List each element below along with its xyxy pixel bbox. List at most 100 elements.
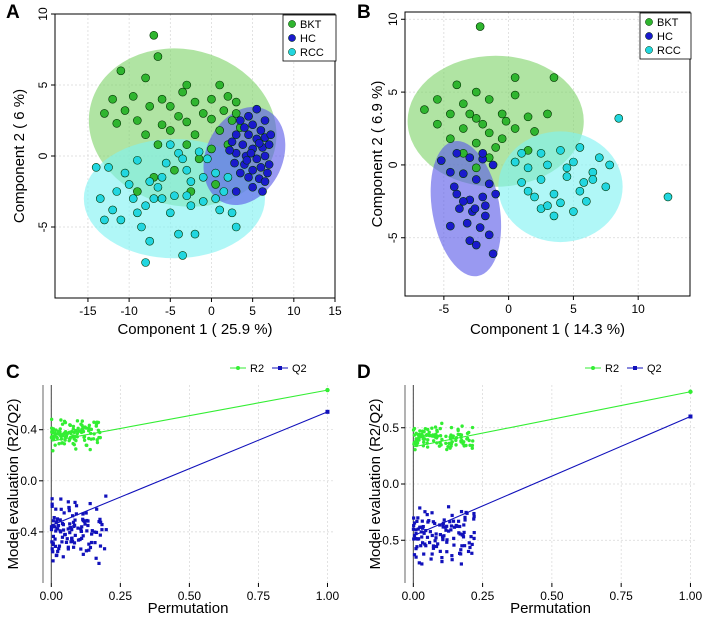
legend-label-bkt: BKT [657, 17, 679, 29]
panel-b: B -5 0 5 10 -5 0 5 10 Component 1 ( 14.3 %) Compon… [357, 2, 692, 338]
data-point-q2 [53, 537, 57, 541]
x-tick-label: 10 [632, 302, 646, 316]
data-point-r2 [81, 426, 85, 430]
data-point-q2 [54, 529, 58, 533]
data-point-hc [475, 223, 485, 232]
plot-area [411, 385, 693, 583]
data-point-rcc [141, 258, 150, 267]
data-point-rcc [582, 197, 591, 206]
data-point-bkt [182, 80, 192, 90]
data-point-q2 [430, 511, 434, 515]
data-point-q2 [431, 520, 435, 524]
data-point-hc [452, 189, 462, 199]
data-point-hc [264, 160, 274, 169]
data-point-bkt [484, 128, 494, 138]
data-point-hc [471, 175, 481, 184]
data-point-bkt [497, 134, 507, 144]
data-point-q2 [89, 540, 94, 545]
data-point-q2 [412, 537, 416, 541]
data-point-q2 [414, 531, 418, 536]
data-point-r2 [439, 443, 443, 447]
final-point-r2 [688, 389, 693, 394]
data-point-bkt [471, 163, 481, 173]
data-point-hc [465, 236, 475, 245]
data-point-q2 [87, 542, 91, 546]
data-point-bkt [198, 109, 208, 118]
data-point-bkt [446, 109, 455, 119]
data-point-hc [252, 104, 262, 114]
data-point-q2 [414, 555, 418, 559]
y-axis-label: Model evaluation (R2/Q2) [367, 399, 384, 570]
data-point-r2 [49, 426, 54, 430]
data-point-q2 [415, 519, 419, 523]
data-point-hc [260, 177, 270, 186]
legend: R2 Q2 [585, 363, 662, 375]
data-point-q2 [466, 549, 471, 554]
data-point-r2 [87, 436, 91, 441]
y-tick-label: 0 [386, 161, 400, 168]
data-point-rcc [203, 154, 212, 164]
data-point-r2 [92, 420, 96, 424]
x-tick-label: 0.50 [178, 589, 202, 603]
data-point-rcc [104, 163, 113, 172]
data-point-q2 [81, 517, 85, 521]
legend-marker-q2 [633, 366, 637, 370]
data-point-q2 [429, 557, 433, 561]
data-point-bkt [157, 94, 167, 104]
data-point-q2 [104, 494, 108, 498]
legend-marker-r2 [236, 366, 240, 370]
data-point-q2 [55, 519, 59, 523]
data-point-q2 [463, 515, 467, 520]
data-point-q2 [416, 537, 420, 541]
data-point-hc [446, 221, 455, 231]
data-point-r2 [80, 419, 85, 423]
legend-label-r2: R2 [250, 363, 264, 375]
plot-area [407, 22, 673, 277]
x-tick-label: 0.50 [540, 589, 564, 603]
data-point-hc [248, 165, 257, 175]
regression-line-r2 [413, 391, 691, 448]
data-point-q2 [84, 511, 88, 515]
data-point-bkt [174, 111, 183, 121]
data-point-bkt [497, 109, 507, 119]
data-point-rcc [95, 194, 105, 203]
data-point-q2 [72, 541, 77, 545]
data-point-bkt [116, 66, 126, 76]
data-point-q2 [90, 532, 94, 536]
data-point-q2 [460, 544, 464, 548]
data-point-hc [455, 204, 464, 213]
data-point-r2 [414, 440, 418, 444]
y-tick-label: 0 [36, 152, 50, 159]
data-point-q2 [411, 527, 416, 531]
data-point-r2 [465, 436, 470, 441]
data-point-rcc [517, 178, 526, 187]
data-point-hc [481, 201, 490, 211]
y-axis-label: Model evaluation (R2/Q2) [5, 399, 22, 570]
data-point-q2 [60, 521, 65, 526]
data-point-q2 [430, 533, 434, 538]
data-point-r2 [433, 425, 438, 429]
data-point-q2 [51, 519, 55, 523]
data-point-rcc [562, 163, 572, 173]
data-point-bkt [215, 80, 225, 90]
data-point-q2 [98, 533, 102, 537]
data-point-q2 [425, 512, 429, 517]
data-point-rcc [128, 194, 138, 203]
data-point-rcc [120, 168, 130, 178]
regression-line-q2 [51, 411, 328, 527]
data-point-q2 [55, 553, 59, 557]
data-point-q2 [72, 524, 76, 529]
data-point-q2 [420, 562, 424, 566]
data-point-q2 [62, 511, 66, 515]
data-point-bkt [133, 116, 142, 125]
data-point-q2 [73, 533, 77, 537]
data-point-q2 [436, 542, 440, 546]
data-point-bkt [433, 95, 442, 104]
data-point-q2 [449, 524, 454, 528]
regression-line-r2 [51, 389, 328, 442]
data-point-r2 [51, 449, 55, 453]
data-point-hc [244, 173, 253, 182]
regression-line-q2 [413, 415, 691, 537]
data-point-hc [246, 148, 256, 158]
data-point-q2 [434, 544, 439, 549]
